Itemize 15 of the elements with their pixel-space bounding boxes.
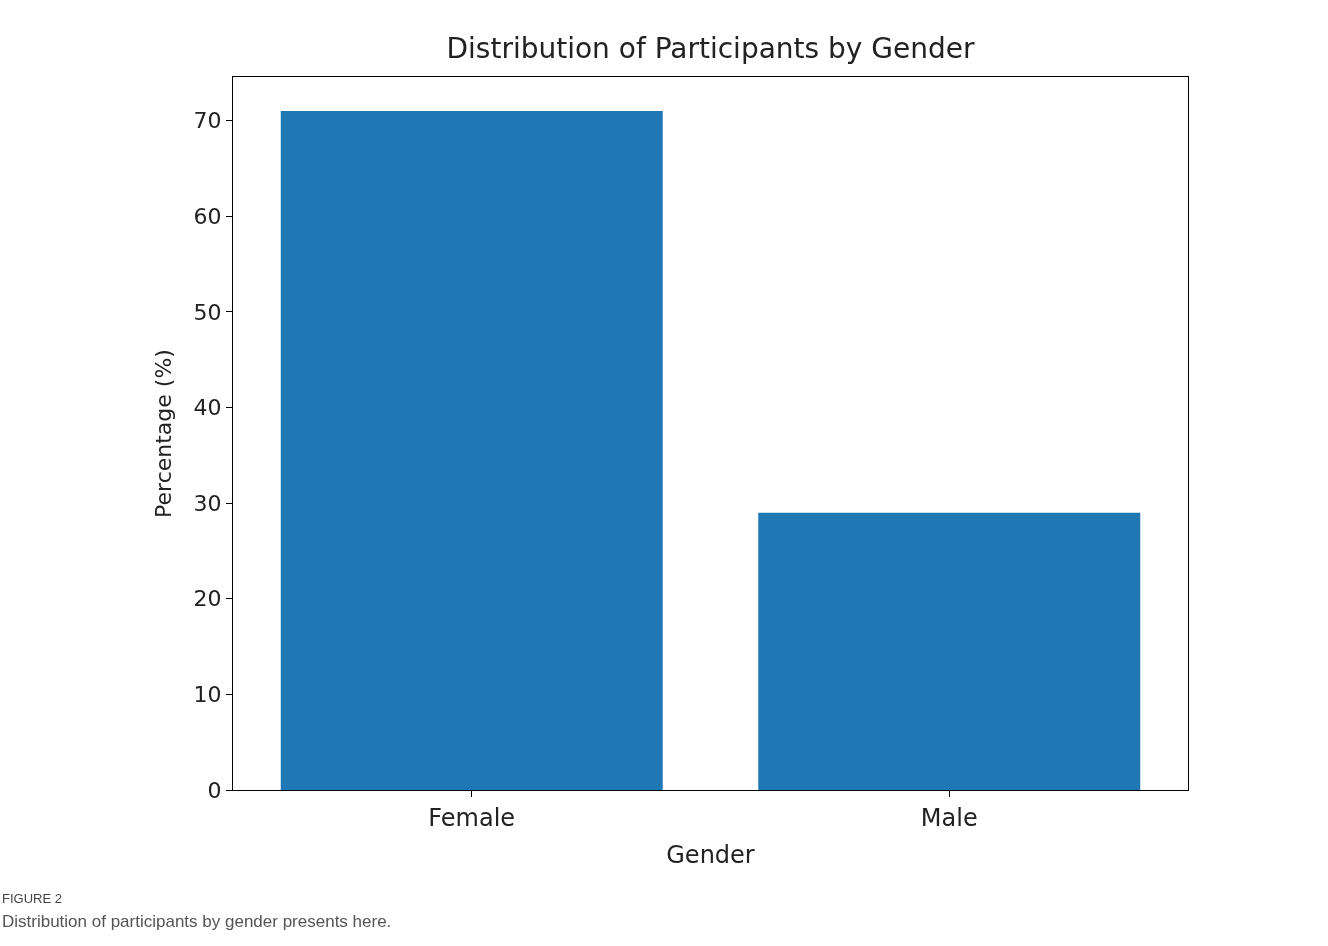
y-tick-label: 70 xyxy=(193,108,222,134)
text: Distribution of participants by gender presents here. xyxy=(2,912,392,931)
caption: FIGURE 2 xyxy=(2,891,62,906)
y-axis-title: Percentage (%) xyxy=(151,349,177,518)
y-tick-label: 60 xyxy=(193,203,222,229)
x-tick-label: Male xyxy=(920,803,978,832)
x-tick-label: Female xyxy=(428,803,516,832)
y-tick-label: 30 xyxy=(193,490,222,516)
x-axis-title: Gender xyxy=(666,841,755,870)
y-tick-label: 20 xyxy=(193,586,222,612)
y-tick-label: 50 xyxy=(193,299,222,325)
y-tick-label: 0 xyxy=(207,777,222,803)
y-tick-label: 10 xyxy=(193,682,222,708)
chart-title: Distribution of Participants by Gender xyxy=(446,31,975,65)
y-tick-label: 40 xyxy=(193,395,222,421)
